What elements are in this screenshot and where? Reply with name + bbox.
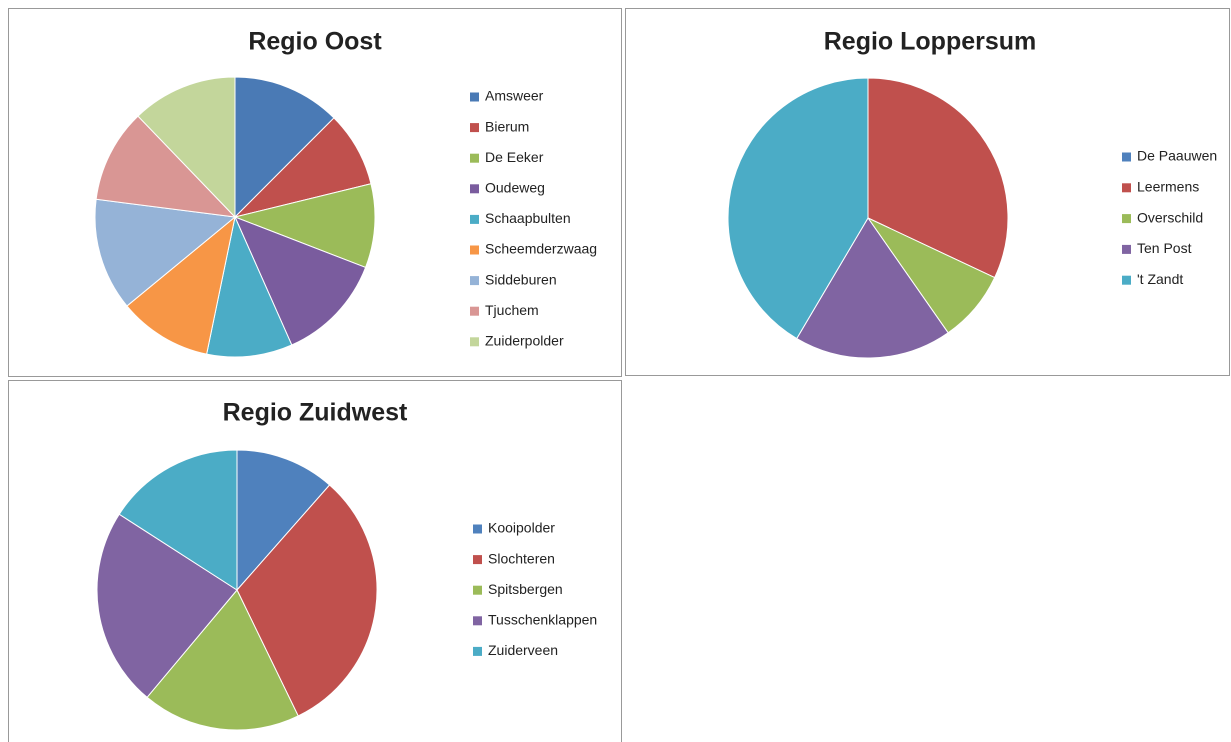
legend-label: Tusschenklappen	[488, 612, 597, 628]
legend-swatch	[470, 214, 479, 224]
pie-slice	[233, 183, 376, 269]
pie-slice	[727, 77, 869, 340]
legend-label: Oudeweg	[485, 180, 545, 196]
panel-border	[625, 8, 1230, 376]
pie-slice	[234, 216, 367, 346]
legend-swatch	[470, 92, 479, 102]
chart-title: Regio Loppersum	[824, 28, 1037, 56]
pie-slice	[96, 513, 238, 699]
legend-swatch	[470, 276, 479, 286]
pie-slice	[137, 76, 236, 219]
legend-swatch	[470, 153, 479, 163]
legend-label: Kooipolder	[488, 520, 555, 536]
legend-label: 't Zandt	[1137, 271, 1183, 287]
legend-swatch	[473, 646, 482, 656]
pie-slice	[146, 589, 299, 731]
legend-label: Schaapbulten	[485, 210, 571, 226]
legend-label: Leermens	[1137, 179, 1199, 195]
pie-slice	[796, 217, 949, 359]
legend-swatch	[470, 123, 479, 133]
legend-swatch	[1122, 183, 1131, 193]
legend-swatch	[470, 337, 479, 347]
legend-swatch	[473, 585, 482, 595]
legend-label: Overschild	[1137, 209, 1203, 225]
legend-swatch	[1122, 244, 1131, 254]
legend-label: Spitsbergen	[488, 581, 563, 597]
pie-slice	[236, 484, 378, 717]
legend-label: Slochteren	[488, 550, 555, 566]
legend-swatch	[470, 245, 479, 255]
legend-swatch	[473, 616, 482, 626]
legend-label: Tjuchem	[485, 302, 539, 318]
legend-swatch	[473, 524, 482, 534]
legend-label: Amsweer	[485, 88, 544, 104]
pie-slice	[118, 449, 238, 591]
chart-title: Regio Oost	[248, 28, 382, 56]
legend-label: De Eeker	[485, 149, 544, 165]
legend-swatch	[1122, 152, 1131, 162]
legend-swatch	[1122, 214, 1131, 224]
pie-slice	[95, 115, 237, 218]
legend-swatch	[470, 184, 479, 194]
panel-border	[8, 8, 622, 377]
legend-label: Zuiderveen	[488, 642, 558, 658]
legend-label: Ten Post	[1137, 240, 1192, 256]
pie-slice	[867, 77, 1009, 279]
legend-label: Zuiderpolder	[485, 333, 564, 349]
legend-label: Scheemderzwaag	[485, 241, 597, 257]
pie-slice	[94, 198, 237, 307]
pie-slice	[234, 76, 335, 219]
legend-swatch	[1122, 275, 1131, 285]
pie-slice	[236, 449, 331, 592]
legend-label: De Paauwen	[1137, 148, 1217, 164]
pie-slice	[126, 215, 236, 355]
legend-label: Bierum	[485, 118, 529, 134]
legend-label: Siddeburen	[485, 271, 557, 287]
chart-title: Regio Zuidwest	[223, 399, 408, 427]
legend-swatch	[470, 306, 479, 316]
panel-border	[8, 380, 622, 742]
legend-swatch	[473, 555, 482, 565]
